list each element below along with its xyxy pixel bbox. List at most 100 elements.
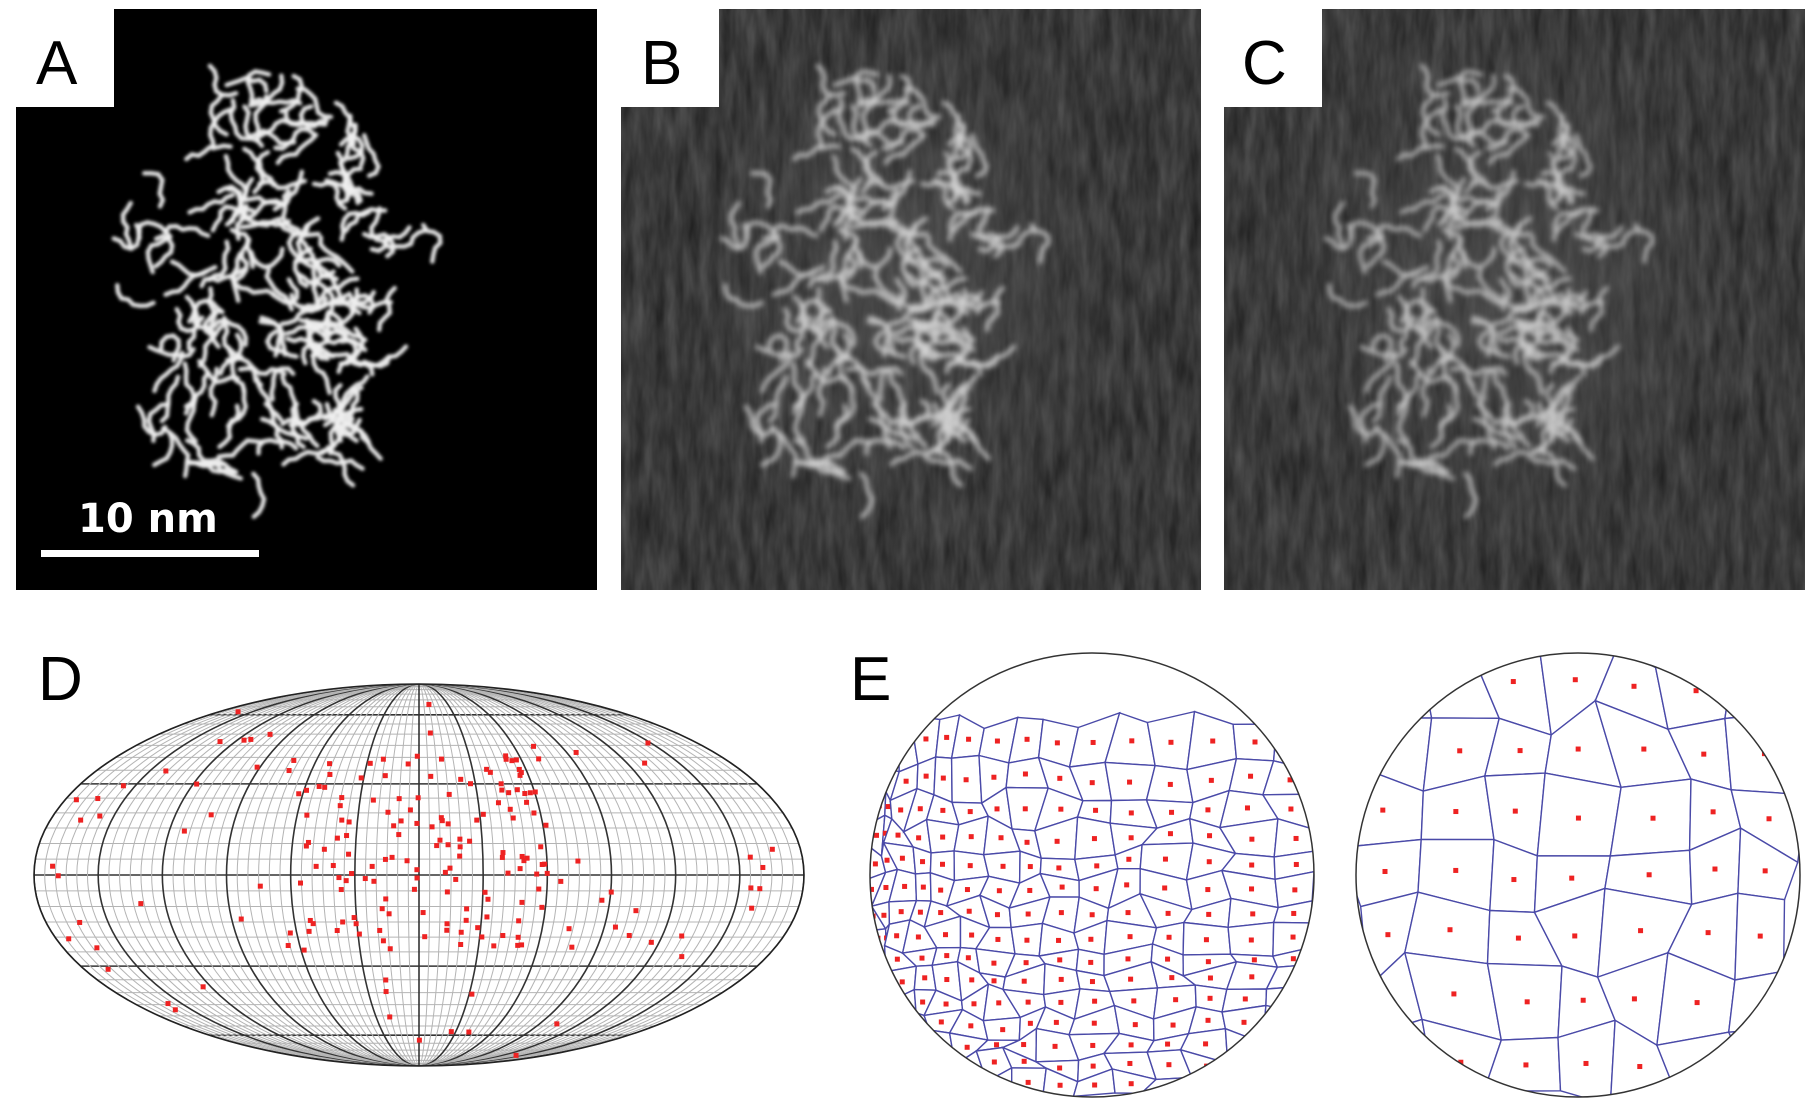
density-strand: [311, 269, 336, 312]
orientation-point: [1291, 910, 1297, 916]
orientation-point: [336, 875, 342, 881]
density-strand: [421, 222, 443, 264]
halo: [670, 10, 1130, 550]
orientation-point: [1292, 887, 1298, 893]
orientation-point: [1000, 863, 1006, 869]
density-strand: [1400, 460, 1451, 475]
sphere-outline: [1355, 652, 1801, 1098]
orientation-point: [760, 864, 766, 870]
orientation-point: [991, 774, 997, 780]
meridian: [397, 684, 441, 1066]
voronoi-cell: [870, 1039, 902, 1061]
orientation-point: [1381, 998, 1387, 1004]
orientation-point: [996, 1000, 1002, 1006]
orientation-point: [370, 797, 376, 803]
density-strand: [1420, 107, 1445, 151]
orientation-point: [396, 796, 402, 802]
density-strand: [1504, 246, 1525, 289]
orientation-point: [883, 884, 889, 890]
meridian-major: [161, 684, 677, 1066]
orientation-point: [599, 897, 605, 903]
orientation-point: [1290, 956, 1296, 962]
density-strand: [969, 133, 989, 178]
orientation-point: [1166, 1084, 1172, 1090]
density-strand: [833, 383, 857, 429]
orientation-point: [474, 817, 480, 823]
density-strand: [278, 73, 305, 114]
density-strand: [1548, 338, 1571, 374]
density-strand: [896, 398, 932, 428]
orientation-point: [1025, 999, 1031, 1005]
meridian: [86, 684, 752, 1066]
density-strand: [1543, 386, 1572, 422]
density-strand: [315, 454, 365, 471]
orientation-point: [1127, 1060, 1133, 1066]
orientation-point: [298, 880, 304, 886]
meridian: [54, 684, 784, 1066]
orientation-point: [531, 743, 537, 749]
orientation-point: [1244, 805, 1250, 811]
orientation-point: [969, 932, 975, 938]
orientation-point: [1205, 807, 1211, 813]
meridian: [193, 684, 645, 1066]
orientation-point: [991, 1059, 997, 1065]
orientation-point: [1027, 864, 1033, 870]
orientation-point: [943, 1001, 949, 1007]
voronoi-cell: [948, 1075, 988, 1097]
orientation-point: [1022, 771, 1028, 777]
orientation-point: [1125, 956, 1131, 962]
orientation-point: [1383, 1059, 1389, 1065]
density-strand: [1588, 285, 1609, 333]
orientation-point: [1092, 998, 1098, 1004]
density-strand: [903, 271, 944, 305]
orientation-point: [940, 861, 946, 867]
density-strand: [924, 276, 968, 306]
orientation-point: [380, 756, 386, 762]
density-strand: [264, 328, 299, 359]
orientation-point: [327, 761, 333, 767]
orientation-point: [1762, 868, 1768, 874]
density-strand: [1559, 122, 1578, 168]
orientation-point: [172, 1007, 178, 1013]
orientation-point: [1058, 910, 1064, 916]
orientation-point: [55, 873, 61, 879]
density-strand: [933, 270, 964, 316]
orientation-point: [457, 836, 463, 842]
orientation-point: [387, 946, 393, 952]
orientation-point: [500, 933, 506, 939]
orientation-point: [748, 885, 754, 891]
orientation-point: [1249, 836, 1255, 842]
orientation-point: [1052, 1043, 1058, 1049]
voronoi-sphere-right: [1356, 653, 1800, 1097]
density-strand: [934, 309, 976, 343]
orientation-point: [522, 790, 528, 796]
orientation-point: [1763, 679, 1769, 685]
voronoi-cell: [891, 1026, 903, 1059]
density-strand: [338, 133, 365, 161]
voronoi-cell: [879, 1076, 900, 1097]
orientation-point: [747, 854, 753, 860]
panel-label-d: D: [38, 645, 83, 714]
orientation-point: [1089, 912, 1095, 918]
orientation-point: [446, 791, 452, 797]
orientation-point: [524, 855, 530, 861]
meridian: [140, 684, 698, 1066]
density-strand: [211, 318, 249, 347]
orientation-point: [518, 770, 524, 776]
voronoi-cell: [1225, 1059, 1279, 1079]
density-strand: [1498, 230, 1533, 258]
orientation-point: [194, 781, 200, 787]
orientation-point: [897, 1065, 903, 1071]
orientation-point: [254, 764, 260, 770]
orientation-point: [1056, 937, 1062, 943]
orientation-point: [306, 928, 312, 934]
orientation-point: [362, 876, 368, 882]
orientation-point: [1126, 856, 1132, 862]
orientation-point: [1089, 780, 1095, 786]
orientation-point: [870, 737, 874, 743]
orientation-point: [517, 866, 523, 872]
orientation-point: [382, 773, 388, 779]
density-strand: [1380, 431, 1403, 479]
orientation-point: [1248, 773, 1254, 779]
density-strand: [919, 180, 956, 211]
